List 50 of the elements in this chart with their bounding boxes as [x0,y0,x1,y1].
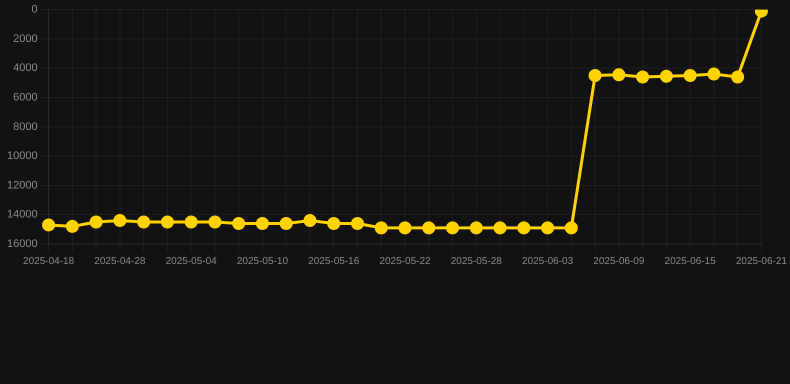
point [517,221,530,234]
y-tick-label: 16000 [6,238,38,250]
point [541,221,554,234]
x-tick-label: 2025-05-16 [308,256,360,267]
y-tick-label: 2000 [13,32,38,45]
point [494,221,507,234]
x-tick-label: 2025-06-03 [522,256,574,267]
point [208,216,222,229]
point [327,216,340,230]
x-tick-label: 2025-06-15 [664,256,716,267]
point [232,216,246,230]
point [137,216,150,229]
y-tick-label: 12000 [6,179,38,192]
point [422,221,436,234]
y-tick-label: 0 [31,4,38,16]
point [303,214,316,228]
y-tick-label: 4000 [13,62,38,74]
point [684,69,697,82]
point [184,216,198,229]
point [113,214,126,228]
x-tick-label: 2025-06-21 [736,256,788,267]
x-tick-label: 2025-06-09 [593,256,645,267]
point [256,216,269,230]
point [660,70,673,83]
point [280,216,293,230]
point [446,221,460,234]
point [66,220,79,233]
x-tick-label: 2025-04-18 [23,256,75,267]
point [398,221,412,234]
point [707,68,720,81]
point [470,221,483,234]
x-tick-label: 2025-05-04 [166,256,218,267]
point [42,218,56,232]
point [160,216,174,229]
y-tick-label: 6000 [13,92,38,104]
y-tick-label: 14000 [6,208,38,221]
x-tick-label: 2025-05-10 [236,256,288,267]
point [636,70,650,84]
point [612,68,626,82]
x-tick-label: 2025-04-28 [94,256,146,267]
y-tick-label: 10000 [6,150,38,162]
point [90,216,103,229]
x-tick-label: 2025-05-22 [379,256,432,267]
point [588,69,602,82]
x-tick-label: 2025-05-28 [450,256,502,267]
y-tick-label: 8000 [13,120,38,133]
point [731,70,744,84]
point [350,216,364,230]
point [564,221,578,234]
point [374,221,388,234]
